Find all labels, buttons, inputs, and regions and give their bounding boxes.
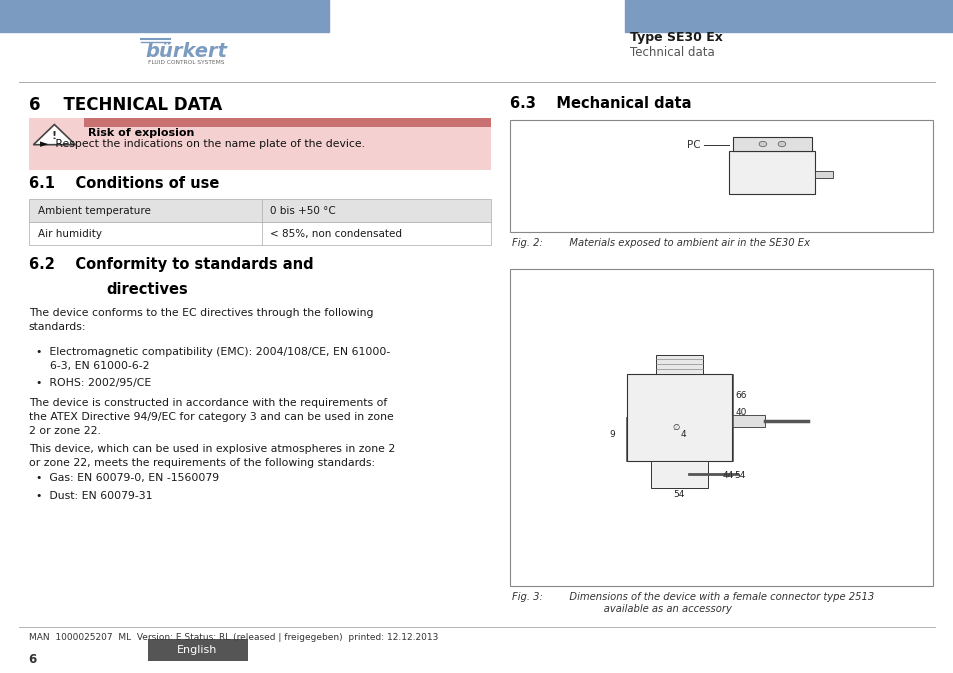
- Bar: [626, 374, 731, 461]
- Text: 66: 66: [735, 391, 746, 400]
- Text: 6.3    Mechanical data: 6.3 Mechanical data: [510, 96, 691, 110]
- Text: FLUID CONTROL SYSTEMS: FLUID CONTROL SYSTEMS: [148, 60, 224, 65]
- Text: < 85%, non condensated: < 85%, non condensated: [270, 229, 401, 238]
- Bar: [510, 269, 932, 586]
- Text: ►  Respect the indications on the name plate of the device.: ► Respect the indications on the name pl…: [40, 139, 365, 149]
- Bar: [655, 355, 702, 374]
- Bar: [148, 639, 248, 661]
- Bar: [815, 172, 832, 178]
- Text: 9: 9: [609, 430, 615, 439]
- Bar: [510, 120, 932, 232]
- Text: Fig. 2:: Fig. 2:: [512, 238, 542, 248]
- Bar: [29, 118, 491, 170]
- Bar: [29, 199, 491, 222]
- Text: The device is constructed in accordance with the requirements of
the ATEX Direct: The device is constructed in accordance …: [29, 398, 393, 435]
- Text: Risk of explosion: Risk of explosion: [88, 128, 194, 138]
- Text: •  Electromagnetic compatibility (EMC): 2004/108/CE, EN 61000-
    6-3, EN 61000: • Electromagnetic compatibility (EMC): 2…: [36, 347, 390, 371]
- Text: 6: 6: [29, 653, 37, 666]
- Text: English: English: [177, 645, 217, 655]
- Text: Technical data: Technical data: [629, 46, 714, 59]
- Bar: [624, 0, 953, 32]
- Bar: [733, 137, 811, 151]
- Text: !: !: [51, 131, 57, 141]
- Text: Dimensions of the device with a female connector type 2513
              availab: Dimensions of the device with a female c…: [559, 592, 873, 614]
- Bar: [650, 461, 707, 488]
- Text: 54: 54: [673, 490, 684, 499]
- Bar: [731, 415, 764, 427]
- Text: 44: 44: [721, 471, 733, 481]
- Text: Type SE30 Ex: Type SE30 Ex: [629, 30, 721, 44]
- Text: This device, which can be used in explosive atmospheres in zone 2
or zone 22, me: This device, which can be used in explos…: [29, 444, 395, 468]
- Text: The device conforms to the EC directives through the following
standards:: The device conforms to the EC directives…: [29, 308, 373, 332]
- Text: ∅: ∅: [671, 423, 679, 432]
- Circle shape: [778, 141, 785, 147]
- Text: Materials exposed to ambient air in the SE30 Ex: Materials exposed to ambient air in the …: [559, 238, 809, 248]
- Text: Air humidity: Air humidity: [38, 229, 102, 238]
- Bar: [29, 222, 491, 245]
- Text: 6.1    Conditions of use: 6.1 Conditions of use: [29, 176, 219, 191]
- Text: 6.2    Conformity to standards and: 6.2 Conformity to standards and: [29, 257, 313, 272]
- Text: 4: 4: [679, 429, 685, 439]
- Text: •  Gas: EN 60079-0, EN -1560079: • Gas: EN 60079-0, EN -1560079: [36, 473, 219, 483]
- Text: 40: 40: [735, 409, 746, 417]
- Text: •  Dust: EN 60079-31: • Dust: EN 60079-31: [36, 491, 152, 501]
- Bar: [729, 151, 815, 194]
- Text: PC: PC: [686, 141, 700, 150]
- Text: bürkert: bürkert: [145, 42, 227, 61]
- Text: 6    TECHNICAL DATA: 6 TECHNICAL DATA: [29, 96, 222, 114]
- Bar: [0, 0, 329, 32]
- Text: 54: 54: [733, 471, 744, 481]
- Text: Ambient temperature: Ambient temperature: [38, 206, 151, 215]
- Bar: [84, 118, 491, 127]
- Text: 0 bis +50 °C: 0 bis +50 °C: [270, 206, 335, 215]
- Text: Fig. 3:: Fig. 3:: [512, 592, 542, 602]
- Text: MAN  1000025207  ML  Version: E Status: RL (released | freigegeben)  printed: 12: MAN 1000025207 ML Version: E Status: RL …: [29, 633, 437, 641]
- Polygon shape: [33, 125, 75, 145]
- Circle shape: [759, 141, 766, 147]
- Text: directives: directives: [107, 282, 189, 297]
- Text: •  ROHS: 2002/95/CE: • ROHS: 2002/95/CE: [36, 378, 152, 388]
